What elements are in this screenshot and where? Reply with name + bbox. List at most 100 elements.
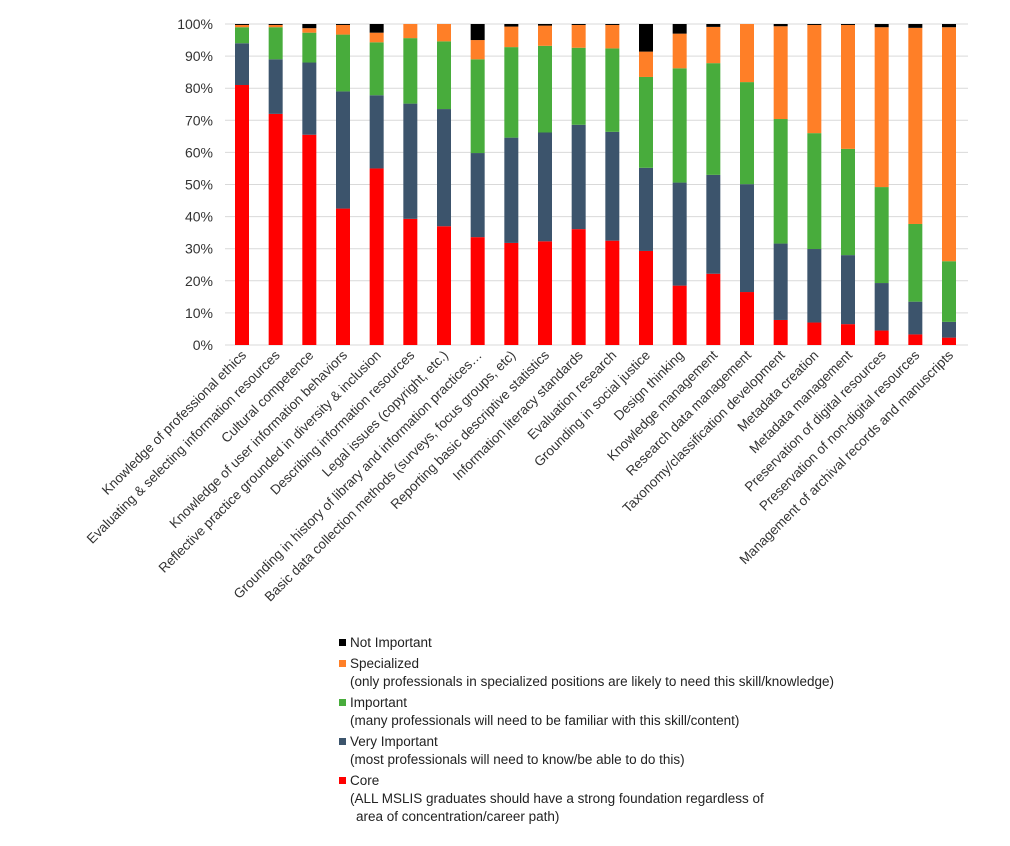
bar-segment-important [336, 34, 350, 92]
y-tick-label: 100% [177, 16, 213, 32]
bar-segment-very-important [807, 249, 822, 323]
bar-segment-core [773, 319, 788, 345]
bar-segment-important [403, 38, 418, 104]
bar-segment-important [470, 59, 485, 154]
bar-segment-not-important [605, 24, 620, 25]
legend-item-specialized: Specialized (only professionals in speci… [339, 655, 834, 691]
bar-segment-specialized [908, 27, 923, 224]
legend-label: Specialized [350, 656, 420, 671]
bar-segment-very-important [369, 95, 384, 169]
y-tick-label: 10% [185, 305, 213, 321]
bar-segment-specialized [336, 24, 350, 35]
bar-segment-not-important [841, 24, 855, 25]
bar-segment-core [605, 240, 620, 345]
bar-segment-important [639, 76, 653, 168]
bar-segment-very-important [235, 43, 249, 85]
bar-segment-important [235, 27, 249, 44]
legend-label: Important [350, 695, 408, 710]
bar-segment-core [807, 322, 822, 345]
bar-segment-important [841, 148, 855, 256]
bar-segment-core [841, 324, 855, 345]
bar-segment-core [437, 226, 451, 345]
bar-segment-core [504, 242, 519, 345]
bar-segment-important [571, 47, 586, 125]
y-tick-label: 60% [185, 144, 213, 160]
bar-segment-core [706, 273, 721, 345]
bar-segment-core [571, 229, 586, 345]
bar-segment-important [302, 32, 317, 63]
bar-segment-core [942, 337, 956, 345]
bar-segment-very-important [706, 174, 721, 274]
bar-segment-important [605, 48, 620, 132]
bar-segment-specialized [302, 28, 317, 33]
bar-segment-specialized [942, 27, 956, 262]
bar-segment-not-important [639, 24, 653, 52]
bar-segment-specialized [740, 24, 754, 83]
legend-description: (only professionals in specialized posit… [350, 674, 834, 689]
legend: Not Important Specialized (only professi… [339, 634, 834, 829]
bar-segment-very-important [908, 301, 923, 335]
bar-segment-specialized [605, 24, 620, 49]
bar-segment-specialized [470, 40, 485, 60]
bar-segment-very-important [841, 255, 855, 325]
legend-label: Core [350, 773, 380, 788]
bar-segment-core [336, 208, 350, 345]
bar-segment-very-important [874, 283, 889, 331]
legend-swatch [339, 699, 346, 706]
bar-segment-important [672, 68, 687, 183]
legend-description-cont: area of concentration/career path) [356, 809, 560, 824]
bar-segment-very-important [605, 131, 620, 241]
bar-segment-very-important [403, 103, 418, 219]
bar-segment-not-important [672, 24, 687, 34]
bar-segment-not-important [571, 24, 586, 25]
bar-segment-very-important [639, 167, 653, 251]
bar-segment-not-important [908, 24, 923, 28]
bar-segment-important [740, 82, 754, 185]
bar-segment-very-important [538, 132, 552, 242]
bar-segment-core [874, 330, 889, 345]
bar-segment-core [639, 250, 653, 345]
bar-segment-important [706, 63, 721, 175]
bar-segment-not-important [268, 24, 283, 25]
legend-swatch [339, 777, 346, 784]
bar-segment-specialized [639, 51, 653, 77]
y-tick-label: 90% [185, 48, 213, 64]
bar-segment-specialized [571, 24, 586, 48]
bar-segment-important [874, 187, 889, 284]
bar-segment-very-important [470, 153, 485, 238]
legend-swatch [339, 738, 346, 745]
bar-segment-core [538, 241, 552, 345]
bar-segment-not-important [504, 24, 519, 27]
bar-segment-important [538, 45, 552, 133]
bar-segment-not-important [369, 24, 384, 33]
bar-segment-specialized [369, 32, 384, 43]
legend-swatch [339, 660, 346, 667]
bar-segment-not-important [706, 24, 721, 27]
bar-segment-specialized [841, 24, 855, 149]
bar-segment-important [437, 41, 451, 110]
x-tick-label: Reflective practice grounded in diversit… [156, 348, 384, 576]
bar-segment-very-important [672, 182, 687, 286]
bar-segment-not-important [942, 24, 956, 28]
bar-segment-very-important [504, 137, 519, 243]
bar-segment-important [369, 42, 384, 96]
y-tick-label: 30% [185, 241, 213, 257]
bar-segment-specialized [706, 26, 721, 64]
legend-item-very-important: Very Important (most professionals will … [339, 733, 834, 769]
legend-label: Very Important [350, 734, 438, 749]
y-tick-label: 40% [185, 209, 213, 225]
y-tick-label: 20% [185, 273, 213, 289]
bar-segment-specialized [403, 24, 418, 39]
bar-segment-core [740, 292, 754, 345]
legend-item-important: Important (many professionals will need … [339, 694, 834, 730]
bar-segment-specialized [437, 24, 451, 42]
bar-segment-not-important [235, 24, 249, 25]
bar-segment-very-important [773, 243, 788, 320]
y-tick-label: 0% [193, 337, 213, 353]
bar-segment-specialized [504, 26, 519, 48]
legend-swatch [339, 639, 346, 646]
bar-segment-very-important [437, 109, 451, 227]
legend-description: (most professionals will need to know/be… [350, 752, 685, 767]
bar-segment-specialized [672, 33, 687, 69]
